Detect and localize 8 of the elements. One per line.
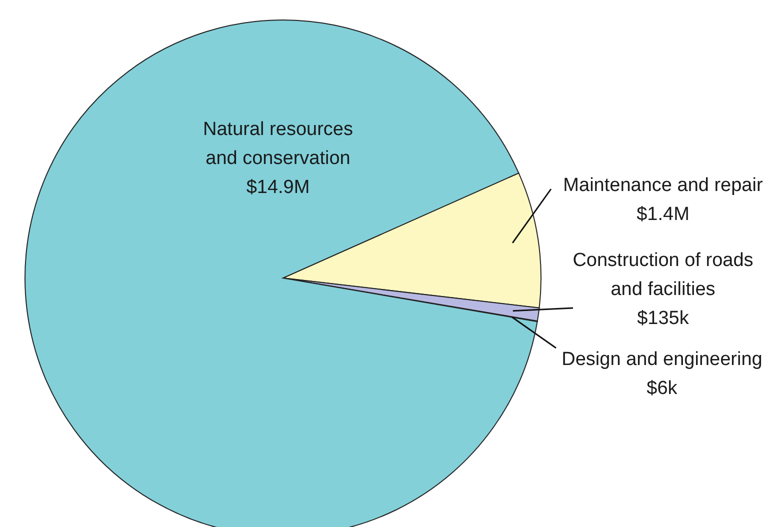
data-label: $14.9M	[246, 177, 310, 198]
data-label: $1.4M	[636, 204, 690, 225]
slice-label: Construction of roads and facilities	[572, 250, 754, 300]
slice-label: Natural resources and conservation	[203, 119, 353, 169]
data-label: $135k	[637, 308, 690, 329]
slice-label: Maintenance and repair	[563, 175, 764, 196]
data-label: $6k	[646, 378, 678, 399]
slice-label: Design and engineering	[562, 349, 762, 370]
